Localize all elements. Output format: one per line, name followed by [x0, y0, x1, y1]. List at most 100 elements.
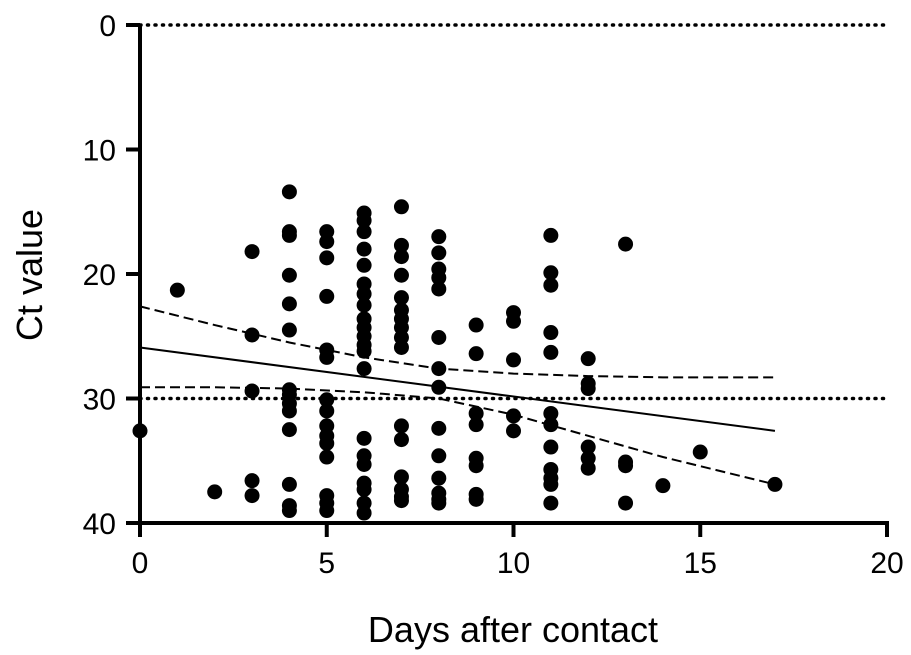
data-point: [393, 469, 409, 485]
data-point: [393, 290, 409, 306]
confidence-band: [139, 305, 776, 486]
x-tick-label: 0: [132, 547, 149, 580]
ticks: 0 5 10 15 20 0 10 20 30 40: [83, 10, 904, 580]
data-point: [468, 491, 484, 507]
regression-line-group: [139, 346, 776, 432]
data-point: [543, 439, 559, 455]
data-point: [393, 199, 409, 215]
data-point: [692, 444, 708, 460]
data-point: [393, 432, 409, 448]
data-point: [356, 224, 372, 240]
data-point: [356, 241, 372, 257]
data-point: [431, 420, 447, 436]
data-point: [543, 495, 559, 511]
data-point: [543, 344, 559, 360]
data-point: [319, 435, 335, 451]
data-point: [543, 417, 559, 433]
data-point: [393, 493, 409, 509]
data-point: [281, 227, 297, 243]
data-point: [543, 405, 559, 421]
data-point: [431, 361, 447, 377]
data-point: [319, 349, 335, 365]
data-point: [618, 495, 634, 511]
data-point: [244, 244, 260, 260]
data-point: [468, 346, 484, 362]
data-point: [281, 503, 297, 519]
data-point: [356, 286, 372, 302]
axes: [138, 24, 889, 525]
data-point: [207, 484, 223, 500]
data-point: [431, 495, 447, 511]
data-point: [169, 282, 185, 298]
data-point: [356, 212, 372, 228]
data-point: [580, 381, 596, 397]
data-point: [281, 322, 297, 338]
x-tick-label: 5: [318, 547, 335, 580]
data-point: [618, 458, 634, 474]
data-point: [356, 456, 372, 472]
data-point: [319, 392, 335, 408]
reference-lines: [138, 23, 887, 401]
data-point: [767, 476, 783, 492]
data-point: [506, 313, 521, 329]
data-point: [393, 237, 409, 253]
x-tick-label: 15: [684, 547, 717, 580]
data-point: [319, 234, 335, 250]
data-point: [356, 430, 372, 446]
data-point: [431, 379, 447, 395]
data-point: [506, 352, 521, 368]
data-point: [393, 249, 409, 265]
data-point: [393, 339, 409, 355]
data-point: [431, 448, 447, 464]
data-point: [431, 329, 447, 345]
data-point: [281, 422, 297, 438]
data-point: [468, 317, 484, 333]
data-point: [356, 505, 372, 521]
confidence-band-lower: [140, 386, 776, 486]
data-point: [655, 478, 671, 494]
data-point: [319, 250, 335, 266]
data-point: [468, 405, 484, 421]
data-point: [244, 488, 260, 504]
data-point: [431, 470, 447, 486]
data-point: [319, 503, 335, 519]
data-point: [580, 460, 596, 476]
data-point: [319, 403, 335, 419]
data-point: [244, 473, 260, 489]
data-point: [468, 417, 484, 433]
y-tick-label: 20: [83, 259, 116, 292]
data-point: [356, 361, 372, 377]
data-point: [543, 325, 559, 341]
data-point: [393, 267, 409, 283]
data-point: [468, 458, 484, 474]
data-point: [543, 227, 559, 243]
data-point: [393, 418, 409, 434]
data-point: [580, 439, 596, 455]
data-point: [281, 476, 297, 492]
data-point: [281, 296, 297, 312]
data-point: [244, 383, 260, 399]
data-point: [281, 184, 297, 200]
data-point: [506, 423, 521, 439]
confidence-band-upper: [139, 305, 775, 379]
data-point: [244, 327, 260, 343]
x-tick-label: 20: [870, 547, 903, 580]
data-point: [543, 265, 559, 281]
x-tick-label: 10: [497, 547, 530, 580]
data-point: [281, 267, 297, 283]
data-point: [356, 343, 372, 359]
data-point: [618, 236, 634, 252]
data-point: [431, 245, 447, 261]
y-tick-label: 30: [83, 384, 116, 417]
data-point: [431, 281, 447, 297]
data-point: [319, 288, 335, 304]
data-points: [132, 184, 783, 521]
data-point: [431, 229, 447, 245]
data-point: [281, 403, 297, 419]
data-point: [356, 297, 372, 313]
data-point: [356, 257, 372, 273]
x-axis-title: Days after contact: [368, 609, 658, 650]
data-point: [356, 481, 372, 497]
